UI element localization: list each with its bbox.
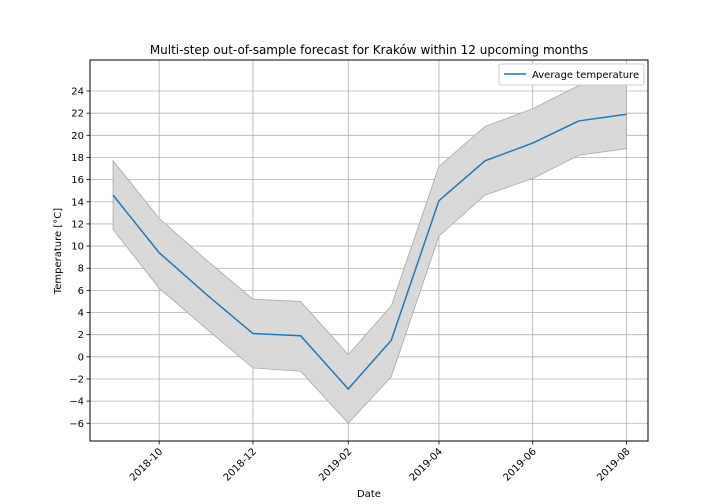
data-point bbox=[158, 251, 161, 254]
y-tick-label: 6 bbox=[78, 286, 84, 297]
data-point bbox=[251, 332, 254, 335]
y-tick-label: 24 bbox=[71, 87, 84, 98]
series-line-average-temperature bbox=[112, 113, 627, 391]
y-tick-label: 10 bbox=[71, 242, 84, 253]
data-point bbox=[484, 159, 487, 162]
chart-title: Multi-step out-of-sample forecast for Kr… bbox=[150, 43, 588, 57]
series-line-layer bbox=[112, 113, 628, 391]
data-point bbox=[625, 113, 628, 116]
y-tick-label: 20 bbox=[71, 131, 84, 142]
x-axis-label: Date bbox=[357, 489, 381, 500]
y-tick-label: 22 bbox=[71, 109, 84, 120]
legend: Average temperature bbox=[498, 63, 645, 86]
data-point bbox=[347, 387, 350, 390]
y-tick-label: 16 bbox=[71, 175, 84, 186]
y-tick-label: 4 bbox=[78, 308, 84, 319]
y-tick-label: 12 bbox=[71, 219, 84, 230]
data-point bbox=[390, 339, 393, 342]
y-tick-label: −6 bbox=[69, 419, 84, 430]
data-point bbox=[577, 119, 580, 122]
legend-label: Average temperature bbox=[532, 70, 639, 81]
data-point bbox=[531, 142, 534, 145]
data-point bbox=[437, 199, 440, 202]
y-tick-label: −4 bbox=[69, 397, 84, 408]
y-tick-label: 14 bbox=[71, 197, 84, 208]
y-tick-label: 2 bbox=[78, 330, 84, 341]
y-tick-label: 0 bbox=[78, 352, 84, 363]
data-point bbox=[299, 334, 302, 337]
y-tick-label: 18 bbox=[71, 153, 84, 164]
data-point bbox=[205, 293, 208, 296]
data-point bbox=[112, 194, 115, 197]
confidence-band bbox=[112, 79, 627, 424]
y-axis-label: Temperature [°C] bbox=[53, 208, 64, 295]
confidence-band-layer bbox=[112, 79, 627, 424]
plot-frame bbox=[89, 59, 649, 442]
y-tick-label: 8 bbox=[78, 264, 84, 275]
legend-box bbox=[498, 63, 645, 86]
y-tick-label: −2 bbox=[69, 374, 84, 385]
